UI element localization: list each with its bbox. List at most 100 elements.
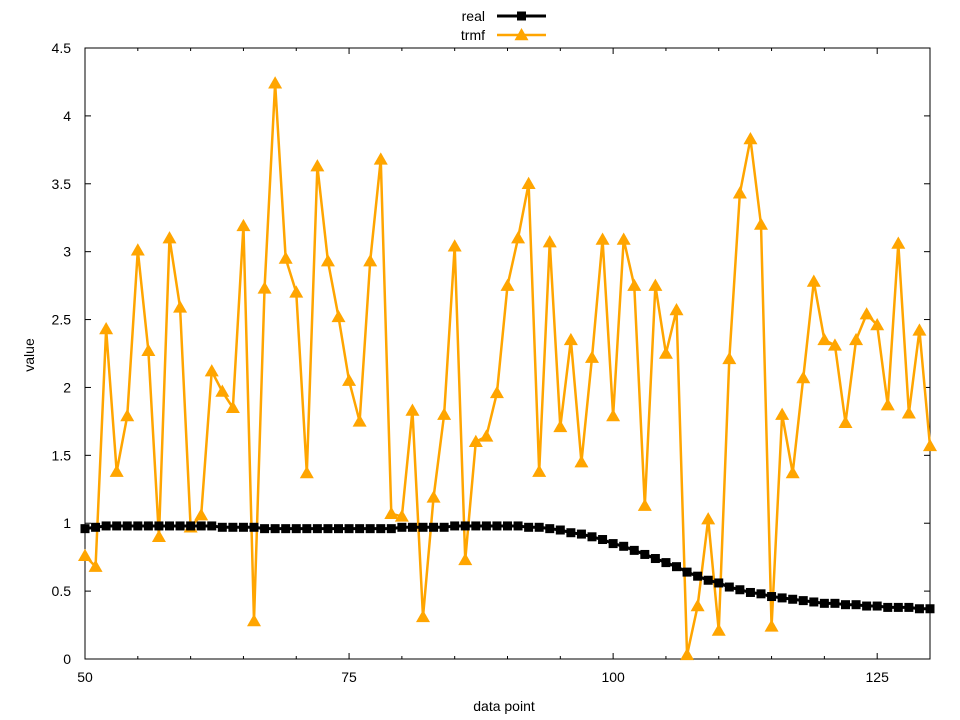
data-point-real [344,524,354,534]
data-point-trmf [785,465,800,479]
data-point-real [513,521,523,531]
data-point-trmf [342,373,357,386]
x-axis-label: data point [473,698,535,714]
data-point-real [608,539,618,549]
data-point-real [555,525,565,535]
data-point-trmf [542,235,557,248]
y-tick-label: 0.5 [52,583,72,599]
data-point-trmf [363,254,378,267]
data-point-trmf [310,159,325,172]
y-tick-label: 4.5 [52,40,72,56]
data-point-real [397,522,407,532]
data-point-real [925,604,935,614]
data-point-trmf [141,343,156,357]
data-point-real [830,598,840,608]
data-point-trmf [796,370,811,384]
data-point-real [334,524,343,534]
data-point-real [767,592,777,602]
data-point-trmf [563,332,578,346]
data-point-trmf [754,217,768,230]
data-point-real [661,558,671,568]
data-point-trmf [532,464,547,477]
data-point-real [196,521,206,531]
data-point-trmf [437,407,452,420]
data-point-real [576,529,586,539]
data-point-real [534,522,544,532]
data-point-real [703,575,713,585]
data-point-trmf [447,239,462,252]
data-point-real [809,597,819,607]
data-point-trmf [585,350,599,363]
data-point-real [545,524,555,534]
data-point-real [91,522,101,532]
data-point-real [450,521,460,531]
data-point-trmf [394,509,409,522]
data-point-trmf [458,552,473,566]
data-point-real [355,524,365,534]
data-point-trmf [225,400,240,414]
data-point-trmf [511,231,526,244]
data-point-trmf [109,464,124,477]
data-point-trmf [352,414,367,427]
x-tick-label: 75 [341,669,357,685]
data-point-real [143,521,153,531]
data-point-trmf [489,385,504,399]
data-point-real [629,545,639,555]
data-point-trmf [627,278,642,291]
y-axis-label: value [21,338,37,372]
data-point-trmf [88,559,103,572]
data-point-trmf [680,647,695,661]
data-point-real [112,521,122,531]
data-point-trmf [648,278,663,291]
data-point-real [101,521,111,531]
data-point-trmf [838,415,853,428]
data-point-real [872,601,882,611]
data-point-real [186,521,196,531]
legend-marker-trmf [514,28,529,41]
data-point-trmf [194,508,209,521]
data-point-real [376,524,386,534]
data-point-trmf [817,332,832,346]
data-point-trmf [732,186,747,199]
series-trmf [78,76,937,661]
data-point-real [587,532,597,542]
data-point-real [481,521,491,531]
y-tick-label: 4 [63,108,71,124]
data-point-trmf [373,152,388,165]
data-point-trmf [151,529,166,543]
data-point-real [756,589,766,599]
data-point-real [619,541,629,551]
data-point-trmf [764,619,779,632]
data-point-real [407,522,417,532]
data-point-trmf [468,434,483,448]
x-tick-label: 100 [601,669,625,685]
y-tick-label: 1.5 [52,447,72,463]
data-point-real [904,602,914,612]
data-point-real [735,585,745,595]
y-tick-label: 0 [63,651,71,667]
data-point-trmf [669,303,684,316]
data-point-trmf [120,408,135,422]
data-point-real [249,522,259,532]
data-point-trmf [606,408,621,422]
y-tick-label: 3.5 [52,176,72,192]
data-point-trmf [701,512,716,525]
data-point-real [386,524,396,534]
data-point-trmf [553,419,568,433]
data-point-trmf [912,323,927,336]
data-point-real [492,521,502,531]
data-point-trmf [658,346,673,359]
legend: real trmf [461,8,546,43]
data-point-trmf [299,465,314,479]
data-point-trmf [247,613,261,627]
data-point-trmf [215,384,230,397]
data-point-real [914,604,924,614]
legend-marker-real [517,11,526,21]
data-point-real [207,521,217,531]
data-point-trmf [278,251,293,264]
legend-label-trmf: trmf [461,27,485,43]
data-point-trmf [130,243,145,256]
data-point-real [365,524,375,534]
data-point-real [80,524,90,534]
